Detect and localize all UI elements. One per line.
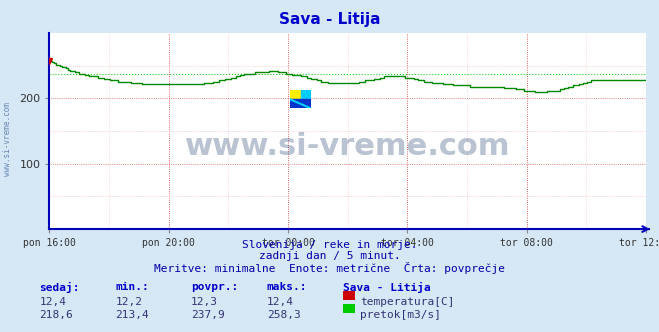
Text: 258,3: 258,3 xyxy=(267,310,301,320)
Text: 12,3: 12,3 xyxy=(191,297,218,307)
Text: maks.:: maks.: xyxy=(267,282,307,292)
Text: Sava - Litija: Sava - Litija xyxy=(343,282,430,293)
Text: pretok[m3/s]: pretok[m3/s] xyxy=(360,310,441,320)
Text: sedaj:: sedaj: xyxy=(40,282,80,293)
Text: povpr.:: povpr.: xyxy=(191,282,239,292)
Text: temperatura[C]: temperatura[C] xyxy=(360,297,454,307)
Bar xyxy=(290,99,311,108)
Text: Meritve: minimalne  Enote: metrične  Črta: povprečje: Meritve: minimalne Enote: metrične Črta:… xyxy=(154,262,505,274)
Text: zadnji dan / 5 minut.: zadnji dan / 5 minut. xyxy=(258,251,401,261)
Text: Slovenija / reke in morje.: Slovenija / reke in morje. xyxy=(242,240,417,250)
Text: www.si-vreme.com: www.si-vreme.com xyxy=(185,132,510,161)
Text: 12,4: 12,4 xyxy=(267,297,294,307)
Bar xyxy=(290,90,301,99)
Bar xyxy=(301,90,311,99)
Text: 12,2: 12,2 xyxy=(115,297,142,307)
Text: 218,6: 218,6 xyxy=(40,310,73,320)
Text: www.si-vreme.com: www.si-vreme.com xyxy=(3,103,13,176)
Text: 12,4: 12,4 xyxy=(40,297,67,307)
Text: Sava - Litija: Sava - Litija xyxy=(279,12,380,27)
Text: min.:: min.: xyxy=(115,282,149,292)
Text: 237,9: 237,9 xyxy=(191,310,225,320)
Text: 213,4: 213,4 xyxy=(115,310,149,320)
